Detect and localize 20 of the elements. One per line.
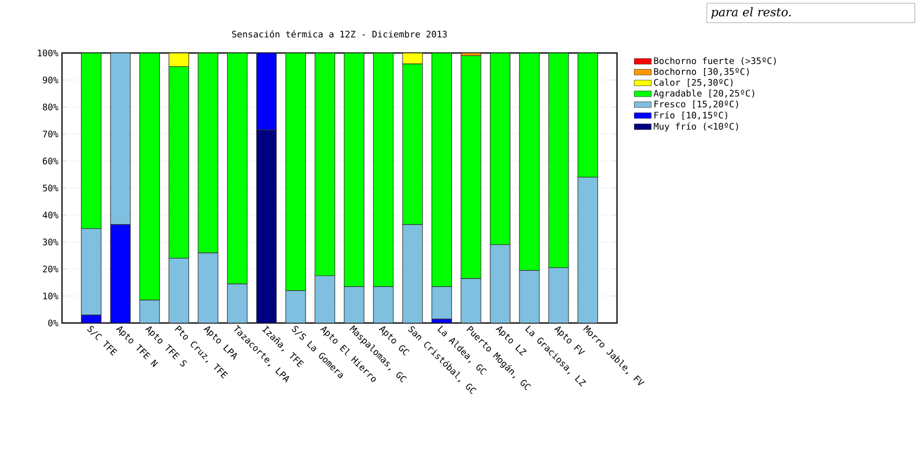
y-tick-label: 100% (38, 50, 58, 56)
chart-title: Sensación térmica a 12Z - Diciembre 2013 (232, 30, 447, 38)
legend-label: Agradable [20,25ºC) (654, 90, 754, 98)
legend-label: Bochorno fuerte (>35ºC) (654, 57, 776, 66)
legend-label: Fresco [15,20ºC) (654, 100, 738, 109)
y-tick-label: 30% (42, 238, 58, 246)
legend-label: Frío [10,15ºC) (654, 111, 728, 120)
y-tick-label: 90% (42, 76, 58, 84)
legend-label: Calor [25,30ºC) (654, 78, 733, 87)
legend-label: Bochorno [30,35ºC) (654, 68, 749, 76)
y-tick-label: 80% (42, 104, 58, 110)
y-tick-label: 0% (48, 320, 58, 326)
legend-label: Muy frío (<10ºC) (654, 122, 738, 132)
y-tick-label: 20% (42, 266, 58, 272)
y-tick-label: 50% (42, 184, 58, 192)
y-tick-label: 60% (42, 158, 58, 164)
y-tick-label: 70% (42, 130, 58, 138)
y-tick-label: 40% (42, 212, 58, 218)
text: para el resto. (711, 7, 791, 19)
y-tick-label: 10% (43, 292, 58, 300)
